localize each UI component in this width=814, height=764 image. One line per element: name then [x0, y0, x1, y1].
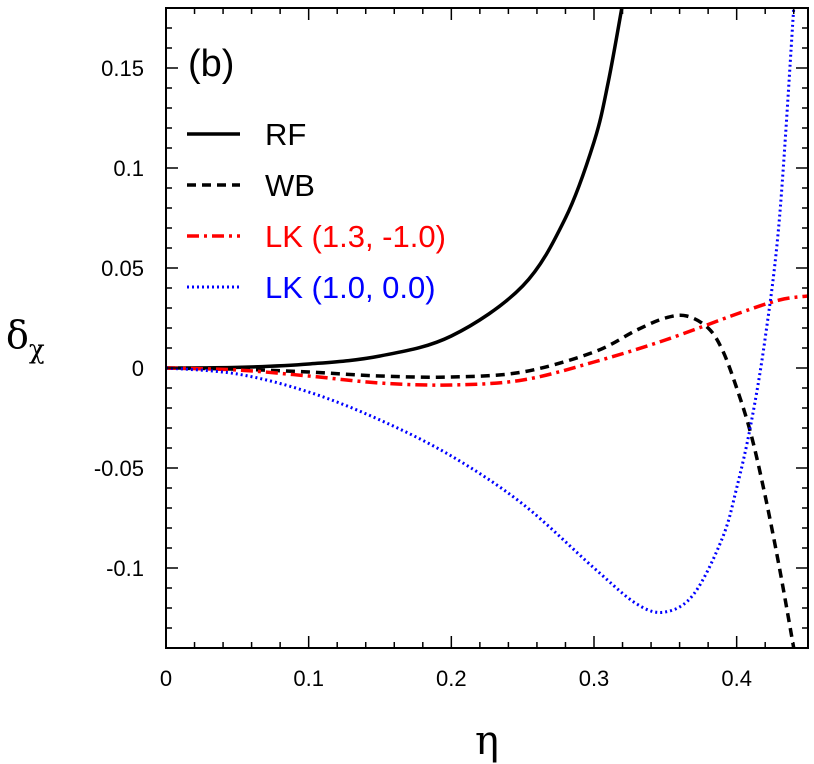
- series-line-1: [166, 8, 624, 370]
- x-axis-label: η: [475, 718, 499, 764]
- y-tick-label: 0.1: [113, 156, 144, 181]
- y-axis-label: δχ: [6, 313, 45, 365]
- axis-ticks: [165, 7, 808, 649]
- y-axis-label-sub: χ: [29, 335, 45, 365]
- series-line-3: [166, 294, 808, 387]
- x-tick-label: 0.3: [579, 666, 610, 691]
- x-tick-label: 0.2: [436, 666, 467, 691]
- y-tick-label: -0.1: [106, 556, 144, 581]
- x-tick-label: 0.1: [293, 666, 324, 691]
- series-line-2: [166, 313, 796, 648]
- series-line-4: [166, 8, 796, 614]
- panel-label: (b): [188, 43, 234, 85]
- y-tick-label: -0.05: [94, 456, 144, 481]
- y-axis-label-base: δ: [6, 313, 29, 357]
- y-tick-label: 0.15: [101, 56, 144, 81]
- y-tick-label: 0.05: [101, 256, 144, 281]
- legend-label: RF: [265, 117, 306, 152]
- legend: RF WB LK (1.3, -1.0) LK (1.0, 0.0): [187, 117, 446, 305]
- plot-frame: [165, 7, 809, 649]
- series-curves: [166, 8, 808, 648]
- x-tick-label: 0: [160, 666, 172, 691]
- legend-label: LK (1.3, -1.0): [265, 219, 446, 254]
- x-tick-label: 0.4: [721, 666, 752, 691]
- y-tick-label: 0: [132, 356, 144, 381]
- legend-label: WB: [265, 168, 315, 203]
- tick-labels: 0 0.1 0.2 0.3 0.4 -0.1 -0.05 0 0.05 0.1 0.15: [94, 56, 752, 691]
- legend-label: LK (1.0, 0.0): [265, 270, 436, 305]
